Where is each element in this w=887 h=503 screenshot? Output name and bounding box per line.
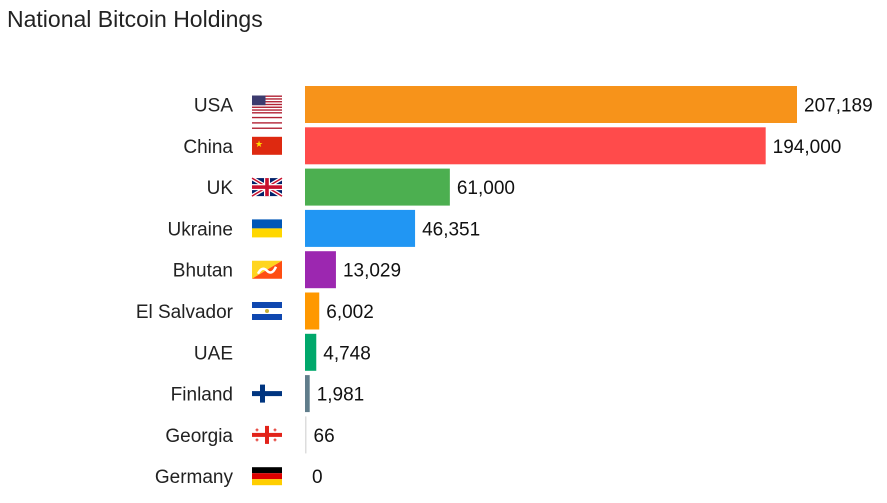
category-label-ukraine: Ukraine xyxy=(168,219,233,240)
value-label-china: 194,000 xyxy=(773,137,842,158)
value-label-georgia: 66 xyxy=(314,426,335,447)
category-label-germany: Germany xyxy=(155,467,234,488)
chart-title: National Bitcoin Holdings xyxy=(7,6,263,32)
ukraine-flag-icon xyxy=(252,219,282,238)
value-label-bhutan: 13,029 xyxy=(343,261,401,282)
value-label-uae: 4,748 xyxy=(323,343,371,364)
category-labels: USA China UK Ukraine Bhutan El Salvador UAE Fin… xyxy=(136,96,234,489)
category-label-usa: USA xyxy=(194,96,233,117)
bar-el-salvador xyxy=(305,292,320,330)
value-label-uk: 61,000 xyxy=(457,178,515,199)
bar-uk xyxy=(305,168,450,206)
category-label-el-salvador: El Salvador xyxy=(136,302,234,323)
bar-usa xyxy=(305,86,797,123)
el-salvador-flag-icon xyxy=(252,302,282,320)
category-label-uk: UK xyxy=(207,178,234,199)
value-label-ukraine: 46,351 xyxy=(422,219,480,240)
category-label-china: China xyxy=(183,137,233,158)
value-label-usa: 207,189 xyxy=(804,96,873,117)
germany-flag-icon xyxy=(252,467,282,486)
flag-icons: ★ xyxy=(250,95,284,486)
value-label-finland: 1,981 xyxy=(317,385,365,406)
china-flag-icon: ★ xyxy=(252,136,282,155)
value-labels: 207,189 194,000 61,000 46,351 13,029 6,002 4,7… xyxy=(312,96,873,489)
svg-text:★: ★ xyxy=(255,140,263,150)
us-flag-icon xyxy=(252,95,282,129)
bar-bhutan xyxy=(305,251,336,289)
bar-uae xyxy=(305,333,317,371)
bhutan-flag-icon xyxy=(252,260,282,279)
georgia-flag-icon xyxy=(252,425,282,444)
category-label-finland: Finland xyxy=(171,385,233,406)
finland-flag-icon xyxy=(252,384,282,403)
bars xyxy=(305,86,797,454)
uk-flag-icon xyxy=(250,176,284,198)
value-label-germany: 0 xyxy=(312,467,323,488)
bar-georgia xyxy=(305,416,307,454)
category-label-uae: UAE xyxy=(194,343,233,364)
bar-china xyxy=(305,127,766,165)
category-label-bhutan: Bhutan xyxy=(173,261,233,282)
bar-ukraine xyxy=(305,209,416,247)
bar-finland xyxy=(305,375,310,413)
value-label-el-salvador: 6,002 xyxy=(326,302,374,323)
category-label-georgia: Georgia xyxy=(165,426,233,447)
